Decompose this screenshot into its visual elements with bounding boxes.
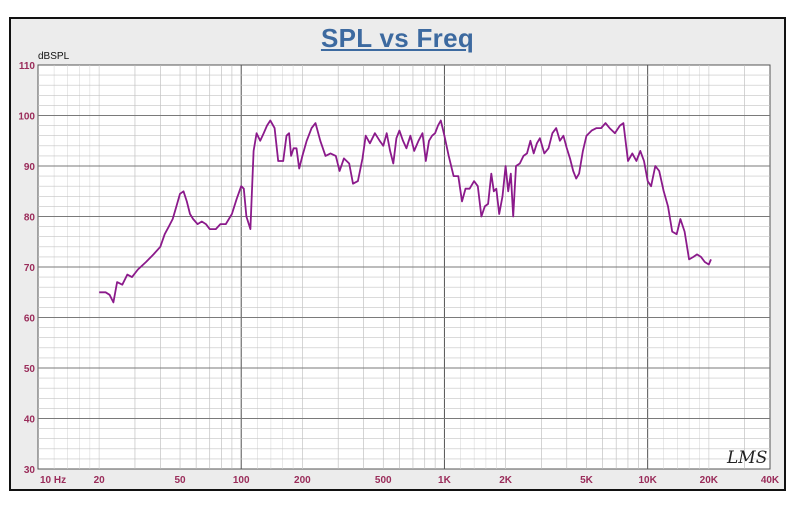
x-tick-label: 20K [700,475,719,486]
x-tick-label: 500 [375,475,392,486]
y-tick-label: 60 [24,314,36,325]
x-tick-label: 20 [94,475,106,486]
x-tick-label: 5K [580,475,594,486]
signature-logo: LMS [726,448,767,468]
y-tick-label: 30 [24,465,36,476]
y-tick-label: 110 [19,61,36,72]
x-tick-label: 40K [761,475,780,486]
y-tick-label: 90 [24,162,36,173]
x-tick-label: 50 [174,475,186,486]
x-tick-label: 2K [499,475,513,486]
x-tick-label: 1K [438,475,452,486]
y-tick-label: 100 [18,112,35,123]
x-tick-label: 10 Hz [40,475,66,486]
x-tick-label: 10K [638,475,657,486]
y-tick-label: 50 [24,364,36,375]
x-tick-label: 100 [233,475,250,486]
y-tick-label: 40 [24,415,36,426]
y-tick-label: 70 [24,263,36,274]
chart-title: SPL vs Freq [320,23,475,53]
x-tick-label: 200 [294,475,311,486]
y-tick-label: 80 [24,213,36,224]
y-axis-label: dBSPL [38,51,70,62]
spl-series-line [99,119,712,304]
